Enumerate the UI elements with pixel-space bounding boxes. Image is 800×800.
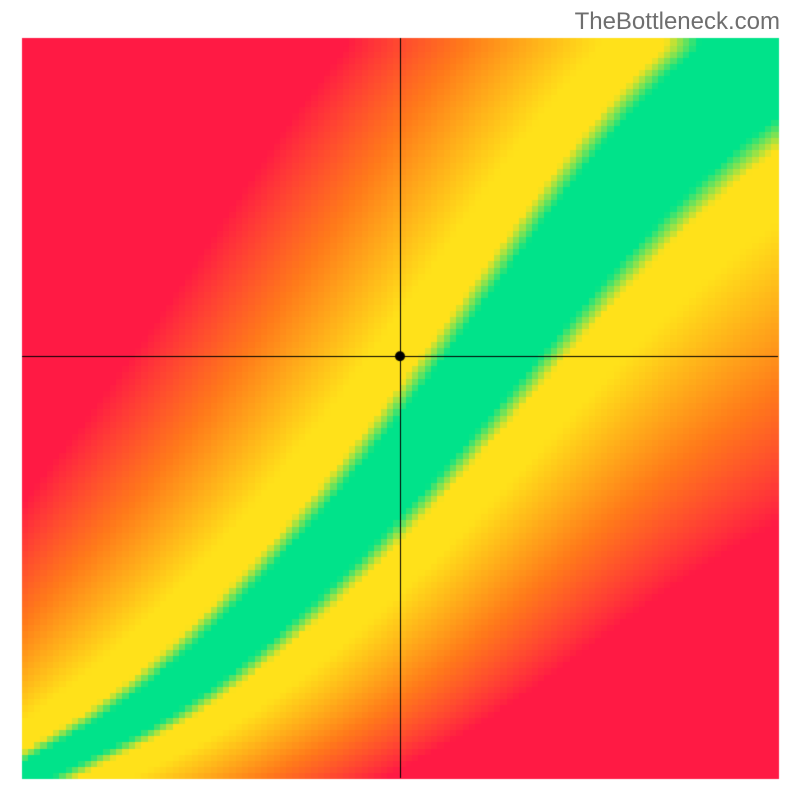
watermark-text: TheBottleneck.com bbox=[575, 8, 780, 36]
chart-container: TheBottleneck.com bbox=[0, 0, 800, 800]
bottleneck-heatmap bbox=[0, 0, 800, 800]
